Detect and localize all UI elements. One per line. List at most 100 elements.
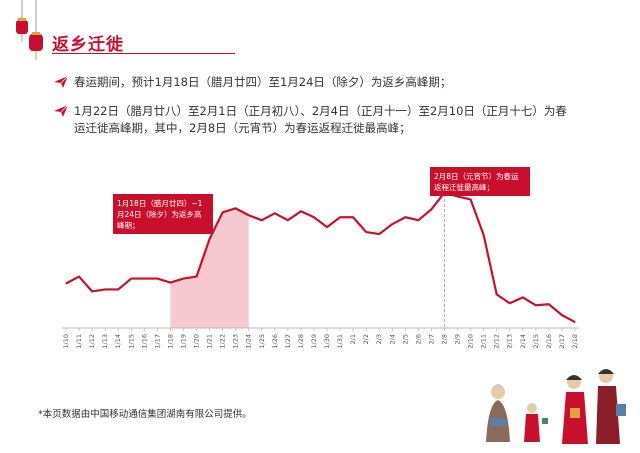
x-tick-label: 1/31 <box>336 334 344 349</box>
x-tick-label: 1/29 <box>310 334 318 349</box>
x-tick-label: 2/9 <box>454 334 462 344</box>
x-tick-label: 2/3 <box>375 334 383 344</box>
x-tick-label: 2/12 <box>493 334 501 349</box>
data-point <box>483 234 485 236</box>
paper-plane-icon <box>54 105 68 117</box>
lantern-decoration-icon <box>16 0 43 60</box>
data-point <box>365 231 367 233</box>
x-tick-label: 1/17 <box>153 334 161 349</box>
data-point <box>404 216 406 218</box>
annotation-text-line: 月24日（除夕）为返乡高 <box>117 209 202 219</box>
data-point <box>574 321 576 323</box>
annotation-text-line: 1月18日（腊月廿四）~1 <box>117 198 203 208</box>
x-tick-label: 1/10 <box>62 334 70 349</box>
annotation-returning-peak: 1月18日（腊月廿四）~1 月24日（除夕）为返乡高 峰期； <box>113 194 213 234</box>
annotation-text-line: 峰期； <box>117 220 140 230</box>
x-tick-label: 2/4 <box>388 334 396 344</box>
x-tick-label: 2/5 <box>401 334 409 344</box>
data-point <box>156 277 158 280</box>
x-tick-label: 1/23 <box>232 334 240 349</box>
data-point <box>208 238 211 240</box>
x-tick-label: 1/26 <box>271 334 279 349</box>
x-tick-label: 1/21 <box>206 334 214 349</box>
data-point <box>352 216 354 218</box>
annotation-return-peak: 2月8日（元宵节）为春运 返程迁徙最高峰； <box>430 167 530 196</box>
bullet-text: 1月22日（腊月廿八）至2月1日（正月初八）、2月4日（正月十一）至2月10日（… <box>74 103 567 137</box>
data-point <box>104 288 106 291</box>
data-source-note: *本页数据由中国移动通信集团湖南有限公司提供。 <box>38 409 252 420</box>
x-tick-label: 2/13 <box>506 334 514 349</box>
bullet-text-line: 1月22日（腊月廿八）至2月1日（正月初八）、2月4日（正月十一）至2月10日（… <box>74 104 567 118</box>
data-point <box>300 210 302 212</box>
data-point <box>248 214 250 216</box>
data-point <box>430 208 433 210</box>
data-point <box>274 212 276 214</box>
data-point <box>222 211 224 213</box>
data-point <box>117 288 119 291</box>
x-tick-label: 2/8 <box>440 334 448 344</box>
data-point <box>548 303 550 305</box>
data-point <box>417 219 419 221</box>
data-point <box>78 275 80 278</box>
bullet-text: 春运期间，预计1月18日（腊月廿四）至1月24日（除夕）为返乡高峰期； <box>74 75 452 89</box>
data-point <box>287 219 289 221</box>
data-point <box>535 304 537 306</box>
annotation-box <box>113 194 213 234</box>
x-tick-label: 2/17 <box>558 334 566 349</box>
annotation-box <box>430 167 530 196</box>
data-point <box>91 290 93 293</box>
x-tick-label: 1/28 <box>297 334 305 349</box>
data-point <box>339 216 341 218</box>
x-tick-label: 2/1 <box>349 334 357 344</box>
x-tick-label: 1/16 <box>140 334 148 349</box>
x-tick-label: 1/25 <box>258 334 266 349</box>
data-point <box>456 195 459 198</box>
data-point <box>130 277 132 280</box>
x-tick-label: 1/13 <box>101 334 109 349</box>
bullet-item: 1月22日（腊月廿八）至2月1日（正月初八）、2月4日（正月十一）至2月10日（… <box>54 103 624 137</box>
x-tick-label: 2/16 <box>545 334 553 349</box>
x-tick-label: 2/14 <box>519 334 527 349</box>
page-header: 返乡迁徙 <box>52 30 235 55</box>
page-title: 返乡迁徙 <box>52 35 124 55</box>
annotation-text-line: 返程迁徙最高峰； <box>434 182 494 192</box>
data-point <box>169 281 172 284</box>
x-tick-label: 2/10 <box>467 334 475 349</box>
title-underline <box>52 53 235 54</box>
x-tick-label: 1/12 <box>88 334 96 349</box>
data-point <box>522 296 524 298</box>
x-tick-label: 2/18 <box>571 334 579 349</box>
x-tick-label: 1/30 <box>323 334 331 349</box>
family-illustration-icon <box>486 369 626 444</box>
x-tick-label: 1/15 <box>127 334 135 349</box>
highlight-area-returning-peak <box>170 208 249 328</box>
data-point <box>509 302 511 304</box>
x-tick-label: 1/27 <box>284 334 292 349</box>
x-tick-label: 1/19 <box>179 334 187 349</box>
data-point <box>65 282 67 285</box>
data-point <box>496 293 498 295</box>
data-point <box>469 198 472 201</box>
migration-line-chart: 1/10 1/11 1/12 1/13 1/14 1/15 1/16 1/17 1/18 1/19… <box>62 167 579 349</box>
data-point <box>313 216 315 218</box>
x-tick-label: 1/18 <box>166 334 174 349</box>
bullet-text-line: 运迁徙高峰期，其中，2月8日（元宵节）为春运返程迁徙最高峰； <box>74 121 411 135</box>
data-point <box>195 275 198 278</box>
x-tick-label: 1/22 <box>219 334 227 349</box>
x-tick-label: 1/20 <box>193 334 201 349</box>
bullet-item: 春运期间，预计1月18日（腊月廿四）至1月24日（除夕）为返乡高峰期； <box>54 74 624 91</box>
x-tick-label: 1/24 <box>245 334 253 349</box>
series-line <box>65 191 576 324</box>
x-tick-label: 1/11 <box>75 334 83 349</box>
paper-plane-icon <box>54 76 68 88</box>
data-point <box>261 219 263 221</box>
data-point <box>391 223 393 225</box>
data-point <box>235 207 237 209</box>
x-tick-label: 2/6 <box>414 334 422 344</box>
data-point <box>182 277 185 280</box>
x-tick-label: 2/15 <box>532 334 540 349</box>
x-tick-label: 2/11 <box>480 334 488 349</box>
x-tick-label: 2/7 <box>427 334 435 344</box>
data-point <box>326 226 328 228</box>
x-tick-label: 1/14 <box>114 334 122 349</box>
